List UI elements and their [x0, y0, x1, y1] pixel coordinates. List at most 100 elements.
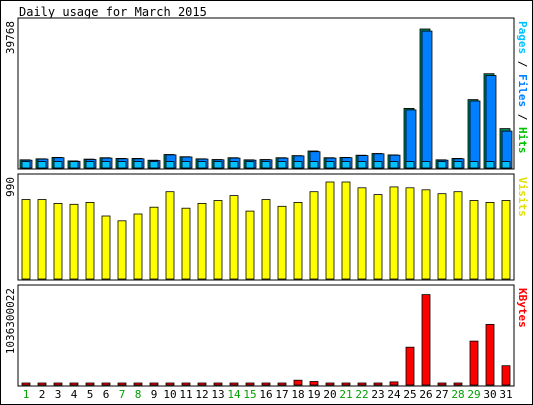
bar-kbytes-day-13	[213, 382, 223, 386]
x-tick-label-day-5: 5	[87, 388, 94, 401]
x-tick-label-day-23: 23	[371, 388, 384, 401]
x-tick-label-day-4: 4	[71, 388, 78, 401]
bar-kbytes-day-7	[117, 382, 127, 386]
x-tick-label-day-11: 11	[179, 388, 192, 401]
y-axis-label: Visits	[516, 177, 529, 217]
bar-pages-day-21	[341, 161, 351, 169]
bar-pages-day-24	[389, 161, 399, 169]
bar-visits-day-9	[149, 206, 159, 280]
bar-files-day-29	[469, 100, 481, 169]
bar-visits-day-1	[21, 199, 31, 280]
bar-visits-day-30	[485, 201, 495, 280]
x-tick-label-day-13: 13	[211, 388, 224, 401]
bar-visits-day-12	[197, 202, 207, 280]
bar-visits-day-4	[69, 203, 79, 280]
y-max-label: 1036300022	[4, 288, 17, 354]
bar-visits-day-11	[181, 207, 191, 280]
bar-kbytes-day-25	[405, 346, 415, 386]
x-tick-label-day-25: 25	[403, 388, 416, 401]
bar-pages-day-30	[485, 161, 495, 169]
bar-pages-day-17	[277, 161, 287, 169]
x-tick-label-day-14: 14	[227, 388, 241, 401]
x-tick-label-day-3: 3	[55, 388, 62, 401]
panel-kbytes: 1036300022 KBytes	[4, 284, 529, 387]
bar-visits-day-22	[357, 187, 367, 280]
bar-pages-day-27	[437, 161, 447, 169]
y-axis-label-part: Files	[516, 74, 529, 107]
bar-visits-day-28	[453, 191, 463, 280]
bar-kbytes-day-2	[37, 382, 47, 386]
bar-visits-day-3	[53, 202, 63, 280]
bar-kbytes-day-27	[437, 382, 447, 386]
bar-files-day-30	[485, 75, 497, 169]
bar-kbytes-day-9	[149, 382, 159, 386]
bar-visits-day-17	[277, 205, 287, 280]
x-tick-label-day-15: 15	[243, 388, 256, 401]
bar-kbytes-day-12	[197, 382, 207, 386]
bar-kbytes-day-1	[21, 382, 31, 386]
panels-layer: 39768 Pages / Files / Hits 990 Visits 103630…	[4, 17, 529, 387]
bar-kbytes-day-3	[53, 382, 63, 386]
bar-visits-day-16	[261, 199, 271, 280]
bar-files-day-26	[421, 30, 433, 169]
x-tick-label-day-10: 10	[163, 388, 176, 401]
x-tick-label-day-2: 2	[39, 388, 46, 401]
bar-kbytes-day-29	[469, 340, 479, 386]
x-tick-label-day-31: 31	[499, 388, 512, 401]
bar-visits-day-24	[389, 186, 399, 280]
bar-visits-day-20	[325, 181, 335, 280]
bar-visits-day-23	[373, 194, 383, 280]
bar-kbytes-day-19	[309, 381, 319, 386]
y-axis-label-part: Pages	[516, 21, 529, 54]
bar-visits-day-26	[421, 189, 431, 280]
panel-hits-files-pages: 39768 Pages / Files / Hits	[4, 17, 529, 170]
y-max-label: 39768	[4, 21, 17, 54]
panel-frame	[17, 284, 515, 387]
bar-kbytes-day-11	[181, 382, 191, 386]
bar-kbytes-day-30	[485, 323, 495, 386]
x-tick-label-day-27: 27	[435, 388, 448, 401]
y-axis-label-part: KBytes	[516, 288, 529, 328]
bar-visits-day-6	[101, 215, 111, 280]
panel-frame	[17, 173, 515, 281]
bar-kbytes-day-17	[277, 382, 287, 386]
panel-frame	[17, 17, 515, 170]
bar-pages-day-22	[357, 161, 367, 169]
chart-title: Daily usage for March 2015	[19, 5, 207, 19]
x-tick-label-day-18: 18	[291, 388, 304, 401]
bar-kbytes-day-23	[373, 382, 383, 386]
bar-visits-day-5	[85, 201, 95, 280]
bar-visits-day-27	[437, 193, 447, 280]
bar-visits-day-2	[37, 199, 47, 280]
bar-visits-day-10	[165, 191, 175, 280]
bar-pages-day-1	[21, 161, 31, 169]
bar-pages-day-14	[229, 161, 239, 169]
bar-pages-day-10	[165, 161, 175, 169]
x-tick-label-day-17: 17	[275, 388, 288, 401]
bar-pages-day-29	[469, 161, 479, 169]
bar-visits-day-21	[341, 181, 351, 280]
bar-pages-day-26	[421, 161, 431, 169]
bar-pages-day-23	[373, 161, 383, 169]
bar-visits-day-13	[213, 200, 223, 280]
bar-kbytes-day-8	[133, 382, 143, 386]
x-tick-label-day-22: 22	[355, 388, 368, 401]
bar-pages-day-4	[69, 161, 79, 169]
x-tick-label-day-28: 28	[451, 388, 464, 401]
bar-pages-day-28	[453, 161, 463, 169]
bar-pages-day-6	[101, 161, 111, 169]
y-axis-label-part: /	[516, 54, 529, 74]
bar-pages-day-8	[133, 161, 143, 169]
x-tick-label-day-8: 8	[135, 388, 142, 401]
bar-kbytes-day-10	[165, 382, 175, 386]
x-tick-label-day-26: 26	[419, 388, 432, 401]
bar-visits-day-14	[229, 195, 239, 280]
bar-pages-day-11	[181, 161, 191, 169]
x-tick-label-day-30: 30	[483, 388, 496, 401]
bar-kbytes-day-28	[453, 382, 463, 386]
y-axis-label: Pages / Files / Hits	[516, 21, 529, 154]
bar-kbytes-day-5	[85, 382, 95, 386]
y-axis-label-part: Visits	[516, 177, 529, 217]
y-axis-label-part: Hits	[516, 127, 529, 154]
